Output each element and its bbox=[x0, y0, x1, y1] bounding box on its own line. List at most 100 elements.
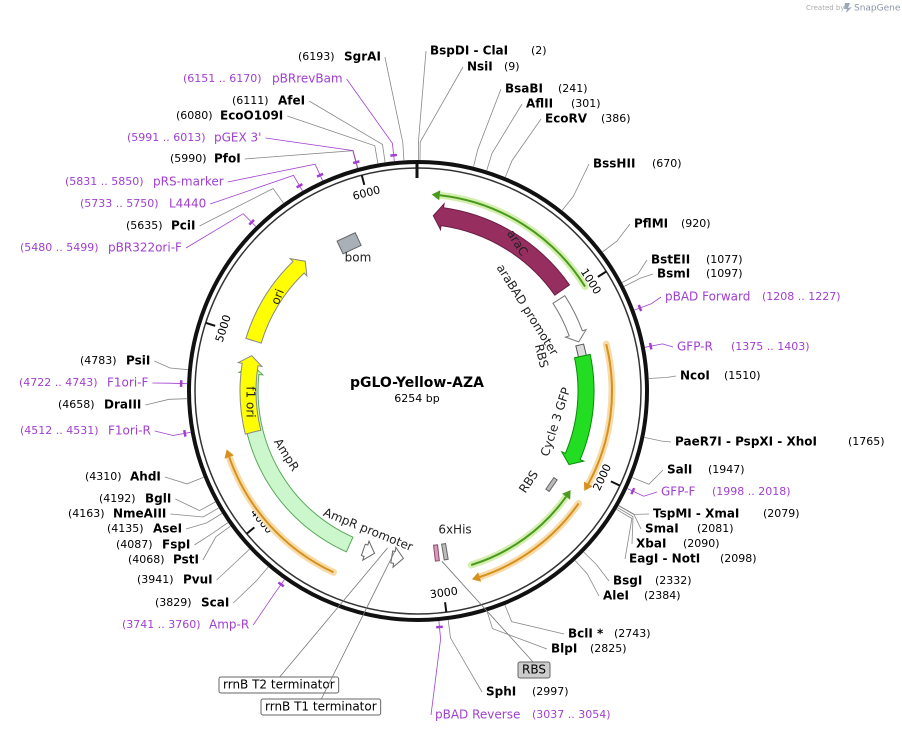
enzyme-position: (4310) bbox=[85, 470, 122, 483]
leader-line bbox=[602, 223, 631, 253]
backbone-inner bbox=[194, 167, 642, 615]
enzyme-name: AhdI bbox=[130, 470, 161, 484]
callout-label: rrnB T2 terminator bbox=[223, 678, 335, 692]
enzyme-name: PfoI bbox=[214, 152, 241, 166]
orf-line-head bbox=[562, 490, 571, 500]
primer-name: GFP-F bbox=[661, 485, 696, 499]
leader-line bbox=[145, 398, 188, 406]
enzyme-position: (386) bbox=[601, 112, 631, 125]
enzyme-name: EcoRV bbox=[545, 112, 588, 126]
callout-line bbox=[278, 547, 388, 679]
primer-site bbox=[630, 487, 636, 495]
brand-logo bbox=[844, 3, 852, 13]
enzyme-position: (670) bbox=[652, 157, 682, 170]
leader-line bbox=[486, 611, 548, 650]
enzyme-name: BlpI bbox=[551, 642, 577, 656]
leader-line bbox=[233, 566, 269, 604]
leader-line bbox=[618, 505, 642, 530]
enzyme-position: (920) bbox=[681, 217, 711, 230]
feature-label: f1 ori bbox=[244, 386, 258, 417]
leader-line bbox=[504, 604, 565, 635]
leader-line bbox=[185, 513, 223, 530]
primer-site bbox=[648, 342, 653, 350]
tick-label: 3000 bbox=[429, 585, 458, 601]
enzyme-name: BclI * bbox=[568, 627, 604, 641]
leader-line bbox=[447, 619, 483, 693]
primer-name: Amp-R bbox=[209, 618, 249, 632]
backbone-outer bbox=[187, 160, 649, 622]
enzyme-name: XbaI bbox=[636, 537, 666, 551]
enzyme-position: (3829) bbox=[155, 596, 192, 609]
leader-line bbox=[644, 343, 674, 348]
enzyme-name: TspMI - XmaI bbox=[653, 507, 739, 521]
feature-arac bbox=[432, 202, 571, 296]
leader-line bbox=[199, 187, 284, 227]
tick-mark bbox=[610, 480, 621, 487]
enzyme-name: BsmI bbox=[657, 267, 690, 281]
orf-line bbox=[479, 502, 580, 578]
primer-site bbox=[248, 219, 255, 226]
feature-label: RBS bbox=[516, 468, 541, 496]
leader-line bbox=[170, 507, 220, 518]
primer-site bbox=[637, 304, 643, 312]
enzyme-position: (6111) bbox=[232, 94, 269, 107]
enzyme-name: NsiI bbox=[467, 60, 493, 74]
enzyme-name: BsgI bbox=[613, 574, 642, 588]
primer-range: (5991 .. 6013) bbox=[127, 131, 206, 144]
enzyme-name: NmeAIII bbox=[113, 507, 166, 521]
enzyme-name: AleI bbox=[603, 589, 629, 603]
feature-label: RBS bbox=[532, 343, 551, 370]
feature-his bbox=[441, 542, 449, 561]
leader-line bbox=[583, 551, 610, 582]
feature-label: bom bbox=[345, 251, 372, 265]
enzyme-name: PsiI bbox=[126, 354, 150, 368]
enzyme-position: (3941) bbox=[137, 573, 174, 586]
primer-name: GFP-R bbox=[677, 340, 713, 354]
feature-amp-promoter bbox=[360, 539, 376, 562]
enzyme-name: SmaI bbox=[645, 522, 679, 536]
feature-ori bbox=[245, 257, 308, 344]
enzyme-position: (301) bbox=[571, 97, 601, 110]
primer-name: pGEX 3' bbox=[214, 131, 261, 145]
callout-box bbox=[260, 698, 382, 716]
leader-line bbox=[473, 88, 502, 167]
enzyme-position: (2090) bbox=[683, 537, 720, 550]
feature-rbs bbox=[545, 476, 558, 493]
primer-range: (4722 .. 4743) bbox=[19, 376, 98, 389]
enzyme-name: BsaBI bbox=[505, 82, 543, 96]
orf-line-head bbox=[583, 481, 593, 491]
enzyme-position: (1510) bbox=[724, 369, 761, 382]
leader-line bbox=[417, 50, 427, 160]
leader-line bbox=[164, 476, 204, 485]
enzyme-position: (1097) bbox=[706, 267, 743, 280]
enzyme-position: (6193) bbox=[298, 50, 335, 63]
enzyme-position: (6080) bbox=[176, 109, 213, 122]
enzyme-position: (9) bbox=[504, 60, 520, 73]
enzyme-name: BspDI - ClaI bbox=[430, 44, 508, 58]
callout: RBS bbox=[441, 561, 551, 679]
feature-promoter bbox=[552, 295, 588, 343]
enzyme-name: DraIII bbox=[104, 398, 141, 412]
leader-line bbox=[384, 56, 405, 161]
primer-name: pBAD Forward bbox=[665, 290, 750, 304]
leader-line bbox=[265, 137, 359, 169]
callout-line bbox=[441, 561, 535, 664]
primer-name: F1ori-F bbox=[107, 376, 148, 390]
primer-range: (1208 .. 1227) bbox=[762, 290, 841, 303]
leader-line bbox=[632, 469, 664, 485]
enzyme-name: EagI - NotI bbox=[629, 552, 700, 566]
tick-mark bbox=[205, 321, 216, 327]
enzyme-position: (1077) bbox=[706, 253, 743, 266]
enzyme-position: (2997) bbox=[532, 685, 569, 698]
primer-name: pBRrevBam bbox=[272, 72, 343, 86]
enzyme-position: (1947) bbox=[708, 463, 745, 476]
enzyme-name: NcoI bbox=[680, 369, 710, 383]
primer-range: (5733 .. 5750) bbox=[80, 197, 159, 210]
enzyme-position: (2) bbox=[531, 44, 547, 57]
orf-line bbox=[470, 496, 567, 566]
enzyme-name: SalI bbox=[667, 463, 692, 477]
primer-name: pBR322ori-F bbox=[108, 241, 182, 255]
primer-range: (4512 .. 4531) bbox=[20, 424, 99, 437]
leader-line bbox=[430, 620, 442, 716]
enzyme-position: (4783) bbox=[80, 354, 117, 367]
